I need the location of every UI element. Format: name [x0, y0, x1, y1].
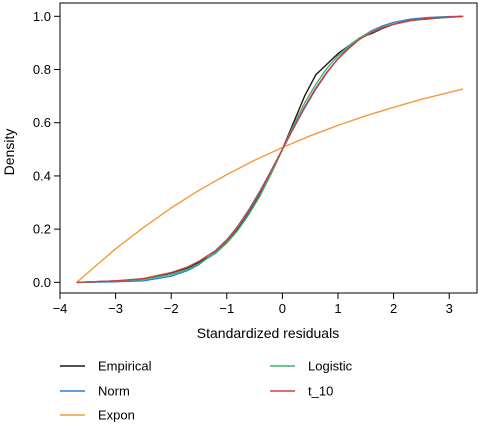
legend-label-norm: Norm	[98, 384, 130, 399]
x-axis: −4 −3 −2 −1 0 1 2 3	[53, 293, 453, 316]
x-tick-label: −3	[108, 301, 123, 316]
legend-label-empirical: Empirical	[98, 359, 152, 374]
series-layer	[76, 15, 464, 284]
x-tick-label: 0	[279, 301, 286, 316]
series-line-empirical	[76, 15, 464, 284]
x-tick-label: 3	[446, 301, 453, 316]
series-line-logistic	[76, 15, 464, 284]
y-axis: 0.0 0.2 0.4 0.6 0.8 1.0	[33, 9, 60, 290]
x-tick-label: 1	[334, 301, 341, 316]
y-tick-label: 0.6	[33, 115, 51, 130]
x-tick-label: −2	[164, 301, 179, 316]
x-axis-title: Standardized residuals	[197, 325, 339, 341]
y-tick-label: 0.4	[33, 168, 51, 183]
x-tick-label: 2	[390, 301, 397, 316]
y-tick-label: 0.8	[33, 62, 51, 77]
plot-frame	[59, 2, 478, 294]
legend-label-expon: Expon	[98, 408, 135, 423]
series-line-t-10	[76, 15, 464, 284]
series-line-expon	[76, 88, 464, 283]
x-tick-label: −1	[219, 301, 234, 316]
legend-label-logistic: Logistic	[308, 359, 353, 374]
y-tick-label: 1.0	[33, 9, 51, 24]
y-axis-title: Density	[1, 129, 17, 176]
y-tick-label: 0.2	[33, 222, 51, 237]
series-line-norm	[76, 15, 464, 284]
x-tick-label: −4	[53, 301, 68, 316]
legend-label-t-10: t_10	[308, 384, 333, 399]
y-tick-label: 0.0	[33, 275, 51, 290]
legend: Empirical Norm Expon Logistic t_10	[60, 359, 353, 423]
